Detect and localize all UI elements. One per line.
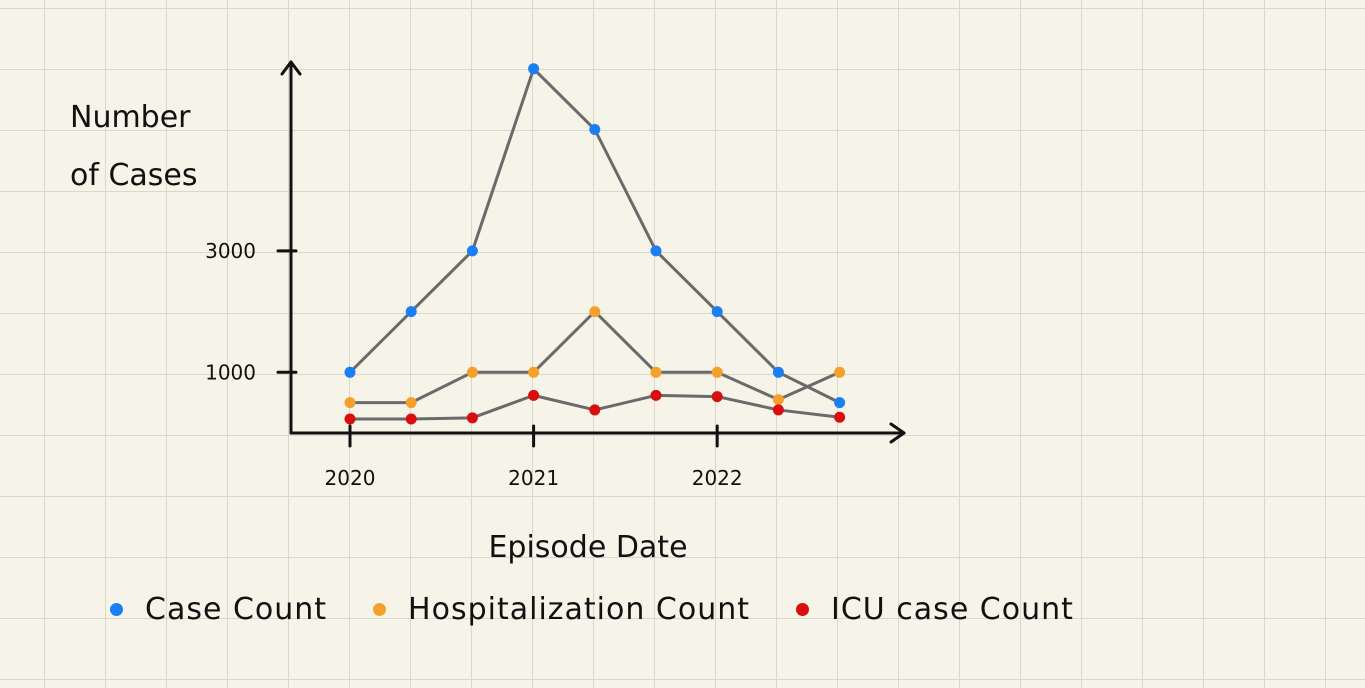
data-point: [772, 394, 784, 406]
data-point: [772, 366, 784, 378]
series-line: [348, 67, 842, 405]
data-point: [589, 404, 601, 416]
data-point: [528, 63, 540, 75]
ticks: 2020 2021 2022 1000 3000: [205, 239, 743, 490]
legend-label: Hospitalization Count: [408, 592, 751, 627]
legend-dot: [110, 603, 123, 616]
series-points: [344, 63, 846, 425]
data-point: [528, 366, 540, 378]
data-point: [466, 366, 478, 378]
data-point: [650, 366, 662, 378]
data-point: [589, 124, 601, 135]
data-point: [589, 306, 601, 318]
data-point: [772, 404, 784, 416]
data-point: [405, 397, 417, 409]
data-point: [834, 397, 846, 409]
y-tick-label: 1000: [205, 360, 256, 384]
data-point: [344, 366, 356, 378]
y-axis-arrowhead: [280, 60, 302, 76]
data-point: [650, 389, 662, 401]
data-point: [650, 245, 662, 257]
legend-item: ICU case Count: [796, 592, 1074, 627]
data-point: [834, 366, 846, 378]
data-point: [405, 413, 417, 425]
data-point: [711, 306, 723, 318]
x-tick-label: 2020: [325, 466, 376, 490]
x-tick-label: 2022: [692, 466, 743, 490]
y-tick-label: 3000: [205, 239, 256, 263]
legend-item: Case Count: [110, 592, 327, 627]
data-point: [528, 389, 540, 401]
series-line: [348, 310, 842, 405]
y-axis-label-line2: of Cases: [70, 158, 198, 193]
data-point: [344, 413, 356, 425]
legend-dot: [796, 603, 810, 616]
legend-label: Case Count: [145, 592, 328, 627]
series-lines: [348, 67, 842, 421]
data-point: [711, 391, 723, 403]
legend-item: Hospitalization Count: [373, 592, 750, 627]
x-axis-label: Episode Date: [488, 530, 687, 565]
legend: Case Count Hospitalization Count ICU case …: [110, 592, 1074, 627]
data-point: [466, 245, 478, 257]
legend-label: ICU case Count: [831, 592, 1074, 627]
y-axis-label-line1: Number: [70, 100, 191, 135]
legend-dot: [373, 603, 387, 616]
data-point: [711, 366, 723, 378]
x-axis-arrowhead: [889, 422, 906, 444]
data-point: [405, 306, 417, 318]
data-point: [344, 397, 356, 409]
data-point: [834, 411, 846, 423]
data-point: [466, 412, 478, 424]
x-tick-label: 2021: [508, 466, 559, 490]
